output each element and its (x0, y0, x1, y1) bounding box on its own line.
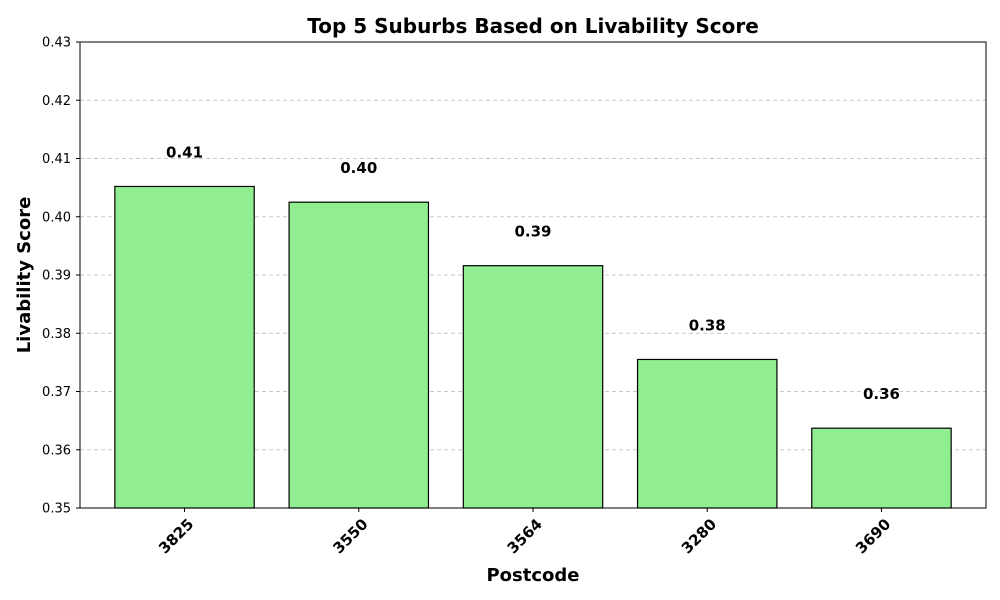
data-label-3550: 0.40 (340, 159, 377, 177)
y-axis-ticks: 0.35 0.36 0.37 0.38 0.39 0.40 0.41 0.42 0.43 (42, 36, 80, 517)
bar-3690 (811, 427, 952, 509)
x-tick-label-3280: 3280 (678, 515, 720, 557)
x-axis-label: Postcode (486, 565, 579, 586)
data-label-3690: 0.36 (863, 385, 900, 403)
y-tick-label: 0.43 (42, 36, 71, 51)
x-tick-label-3564: 3564 (504, 515, 546, 557)
x-tick-label-3825: 3825 (155, 515, 197, 557)
x-tick-label-3690: 3690 (852, 515, 894, 557)
y-tick-label: 0.36 (42, 443, 71, 458)
y-tick-label: 0.35 (42, 502, 71, 517)
bar-3825 (114, 185, 255, 509)
bar-3550 (288, 201, 430, 509)
y-tick-label: 0.39 (42, 269, 71, 284)
bar-3280 (636, 358, 778, 509)
data-labels: 0.41 0.40 0.39 0.38 0.36 (166, 143, 900, 403)
y-tick-label: 0.40 (42, 210, 71, 225)
data-label-3280: 0.38 (689, 316, 726, 334)
bars (114, 185, 952, 509)
x-tick-label-3550: 3550 (329, 515, 371, 557)
x-axis-ticks: 3825 3550 3564 3280 3690 (155, 508, 894, 557)
data-label-3564: 0.39 (514, 223, 551, 241)
y-tick-label: 0.42 (42, 94, 71, 109)
bar-3564 (462, 265, 604, 509)
y-axis-label: Livability Score (14, 197, 35, 354)
y-tick-label: 0.38 (42, 327, 71, 342)
chart-title: Top 5 Suburbs Based on Livability Score (307, 14, 759, 38)
y-tick-label: 0.37 (42, 385, 71, 400)
y-tick-label: 0.41 (42, 152, 71, 167)
data-label-3825: 0.41 (166, 143, 203, 161)
